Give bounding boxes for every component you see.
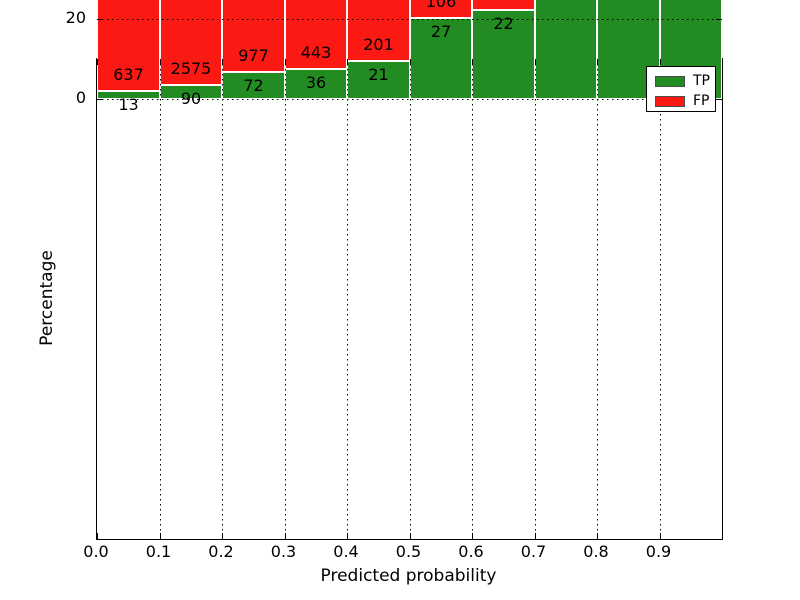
x-tick-label: 0.9 (645, 542, 672, 561)
gridline-vertical (409, 59, 411, 539)
gridline-vertical (659, 59, 661, 539)
x-tick-label: 0.2 (208, 542, 234, 561)
y-tick-mark (97, 99, 103, 100)
x-tick-mark (409, 533, 411, 539)
x-tick-mark (347, 533, 348, 539)
gridline-vertical (534, 59, 536, 539)
x-tick-mark (472, 533, 473, 539)
bar-segment-tp (534, 0, 597, 99)
x-tick-label: 0.0 (83, 542, 109, 561)
gridline-vertical (597, 59, 598, 539)
fp-count-label: 77 (472, 0, 535, 4)
x-axis-label: Predicted probability (320, 566, 497, 586)
fp-count-label: 637 (113, 65, 144, 84)
gridline-vertical (284, 59, 286, 539)
bar-segment-fp (97, 0, 160, 91)
legend-label-tp: TP (693, 73, 710, 89)
tp-count-label: 27 (430, 21, 452, 41)
bar-segment-tp (409, 17, 472, 99)
x-tick-label: 0.4 (333, 542, 359, 561)
bar-segment-fp (409, 0, 472, 18)
x-tick-mark (597, 59, 598, 65)
x-tick-mark (97, 533, 98, 539)
x-tick-mark (97, 59, 98, 65)
x-tick-mark (284, 59, 286, 65)
gridline-vertical (472, 59, 473, 539)
x-tick-mark (534, 533, 536, 539)
x-tick-mark (222, 533, 223, 539)
plot-area: 6371325759097772443362012110627772235161… (96, 0, 723, 540)
fp-count-label: 977 (238, 45, 269, 65)
x-tick-label: 0.3 (270, 542, 297, 561)
y-axis-label: Percentage (37, 250, 57, 346)
x-tick-mark (659, 533, 661, 539)
gridline-vertical (159, 59, 161, 539)
x-tick-label: 0.1 (145, 542, 172, 561)
bar-segment-fp (222, 0, 285, 72)
y-tick-mark (716, 99, 722, 100)
gridline-horizontal (97, 99, 722, 100)
legend-row-tp: TP (655, 73, 715, 89)
y-tick-mark (716, 19, 722, 20)
bar-segment-fp (159, 0, 222, 86)
legend-row-fp: FP (655, 93, 715, 109)
bar-segment-fp (472, 0, 535, 11)
tp-count-label: 13 (118, 95, 139, 114)
gridline-vertical (222, 59, 223, 539)
x-tick-mark (409, 59, 411, 65)
x-tick-mark (659, 59, 661, 65)
tp-count-label: 22 (493, 14, 514, 34)
y-tick-label: 0 (75, 88, 86, 107)
x-tick-mark (284, 533, 286, 539)
legend-label-fp: FP (693, 93, 710, 109)
x-tick-mark (472, 59, 473, 65)
fp-count-label: 201 (363, 35, 394, 55)
x-tick-mark (597, 533, 598, 539)
gridline-vertical (347, 59, 348, 539)
legend: TP FP (646, 66, 716, 112)
tp-count-label: 90 (180, 89, 202, 109)
tp-color-swatch-icon (655, 75, 685, 87)
bar-segment-fp (284, 0, 347, 69)
bar-segment-fp (347, 0, 410, 62)
x-tick-mark (347, 59, 348, 65)
fp-count-label: 106 (425, 0, 457, 11)
tp-count-label: 21 (368, 65, 389, 85)
fp-count-label: 443 (300, 42, 332, 62)
fp-color-swatch-icon (655, 95, 685, 107)
x-tick-label: 0.8 (583, 542, 609, 561)
y-tick-label: 20 (65, 8, 86, 27)
bar-segment-tp (97, 91, 160, 99)
y-tick-mark (97, 19, 103, 20)
x-tick-mark (534, 59, 536, 65)
x-tick-label: 0.7 (520, 542, 547, 561)
x-tick-mark (159, 533, 161, 539)
bar-segment-tp (472, 10, 535, 99)
tp-count-label: 72 (243, 75, 264, 95)
gridline-horizontal (97, 19, 722, 20)
x-tick-label: 0.6 (458, 542, 484, 561)
x-tick-label: 0.5 (395, 542, 422, 561)
x-tick-mark (222, 59, 223, 65)
x-tick-mark (159, 59, 161, 65)
fp-count-label: 2575 (170, 59, 212, 79)
bar-segment-tp (284, 68, 347, 99)
tp-count-label: 36 (305, 72, 327, 92)
